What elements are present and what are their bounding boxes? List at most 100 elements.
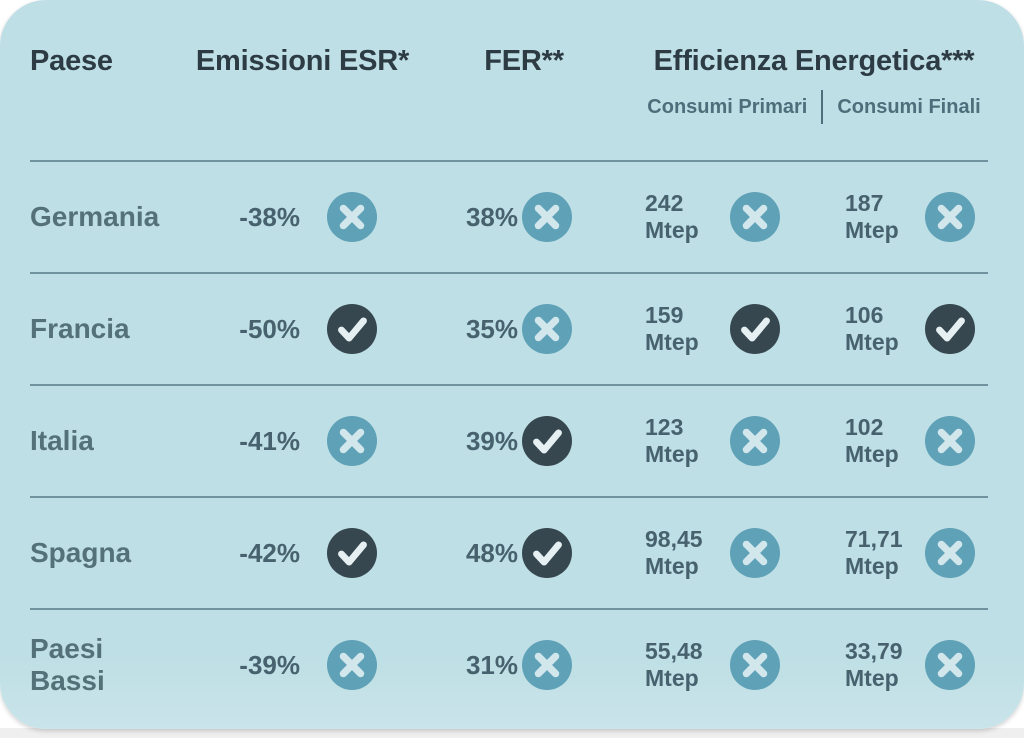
- fer-status: [520, 192, 574, 242]
- fer-value: 39%: [465, 425, 518, 456]
- cross-icon: [327, 640, 377, 690]
- consumi-finali-unit: Mtep: [845, 441, 899, 467]
- consumi-primari-status: [726, 192, 784, 242]
- consumi-primari-status: [726, 416, 784, 466]
- fer-status: [520, 640, 574, 690]
- consumi-finali-unit: Mtep: [845, 329, 899, 355]
- emissioni-status: [310, 528, 394, 578]
- cross-icon: [522, 640, 572, 690]
- fer-value: 31%: [465, 649, 518, 680]
- cross-icon: [327, 192, 377, 242]
- consumi-primari-value: 242 Mtep: [640, 190, 726, 244]
- column-header-fer: FER**: [484, 45, 564, 77]
- fer-value: 35%: [465, 313, 518, 344]
- emissioni-value: -38%: [239, 201, 300, 232]
- consumi-finali-number: 102: [845, 414, 884, 440]
- consumi-finali-status: [924, 304, 976, 354]
- consumi-primari-unit: Mtep: [645, 553, 699, 579]
- consumi-finali-value: 102 Mtep: [840, 414, 924, 468]
- cross-icon: [327, 416, 377, 466]
- consumi-finali-number: 33,79: [845, 638, 903, 664]
- consumi-finali-value: 33,79 Mtep: [840, 638, 924, 692]
- fer-value: 38%: [465, 201, 518, 232]
- page-footer-strip: [0, 728, 1024, 738]
- emissioni-value: -50%: [239, 313, 300, 344]
- check-icon: [522, 416, 572, 466]
- consumi-primari-value: 123 Mtep: [640, 414, 726, 468]
- emissioni-value: -39%: [239, 649, 300, 680]
- consumi-primari-number: 55,48: [645, 638, 703, 664]
- cross-icon: [730, 528, 780, 578]
- country-name: Germania: [30, 201, 160, 232]
- country-name: Francia: [30, 313, 130, 344]
- fer-status: [520, 528, 574, 578]
- emissioni-status: [310, 192, 394, 242]
- cross-icon: [522, 192, 572, 242]
- column-header-emissioni-esr: Emissioni ESR*: [195, 45, 410, 77]
- subheader-row: Consumi Primari Consumi Finali: [633, 90, 995, 124]
- consumi-primari-number: 242: [645, 190, 684, 216]
- consumi-primari-number: 123: [645, 414, 684, 440]
- cross-icon: [730, 192, 780, 242]
- consumi-finali-status: [924, 640, 976, 690]
- consumi-finali-status: [924, 528, 976, 578]
- check-icon: [925, 304, 975, 354]
- consumi-primari-unit: Mtep: [645, 217, 699, 243]
- check-icon: [327, 528, 377, 578]
- country-name: Paesi Bassi: [30, 633, 105, 696]
- consumi-primari-value: 98,45 Mtep: [640, 526, 726, 580]
- subheader-divider: [821, 90, 824, 124]
- consumi-finali-number: 187: [845, 190, 884, 216]
- table-body: Germania -38% 38% 242 Mtep 187 Mtep Fran…: [30, 160, 988, 720]
- emissioni-status: [310, 416, 394, 466]
- consumi-primari-status: [726, 304, 784, 354]
- consumi-primari-number: 98,45: [645, 526, 703, 552]
- consumi-primari-unit: Mtep: [645, 441, 699, 467]
- emissioni-value: -41%: [239, 425, 300, 456]
- consumi-finali-value: 187 Mtep: [840, 190, 924, 244]
- consumi-primari-unit: Mtep: [645, 665, 699, 691]
- consumi-finali-status: [924, 192, 976, 242]
- consumi-finali-status: [924, 416, 976, 466]
- table-row: Paesi Bassi -39% 31% 55,48 Mtep 33,79 Mt…: [30, 608, 988, 720]
- consumi-primari-value: 159 Mtep: [640, 302, 726, 356]
- table-row: Germania -38% 38% 242 Mtep 187 Mtep: [30, 160, 988, 272]
- fer-status: [520, 304, 574, 354]
- consumi-primari-unit: Mtep: [645, 329, 699, 355]
- table-row: Spagna -42% 48% 98,45 Mtep 71,71 Mtep: [30, 496, 988, 608]
- cross-icon: [925, 528, 975, 578]
- consumi-finali-unit: Mtep: [845, 553, 899, 579]
- check-icon: [730, 304, 780, 354]
- cross-icon: [925, 640, 975, 690]
- consumi-finali-value: 71,71 Mtep: [840, 526, 924, 580]
- subcolumn-header-consumi-finali: Consumi Finali: [837, 95, 981, 118]
- cross-icon: [730, 416, 780, 466]
- column-header-paese: Paese: [30, 45, 113, 77]
- consumi-finali-value: 106 Mtep: [840, 302, 924, 356]
- check-icon: [327, 304, 377, 354]
- cross-icon: [925, 416, 975, 466]
- consumi-primari-value: 55,48 Mtep: [640, 638, 726, 692]
- consumi-primari-status: [726, 528, 784, 578]
- table-row: Francia -50% 35% 159 Mtep 106 Mtep: [30, 272, 988, 384]
- consumi-finali-number: 106: [845, 302, 884, 328]
- consumi-primari-status: [726, 640, 784, 690]
- table-row: Italia -41% 39% 123 Mtep 102 Mtep: [30, 384, 988, 496]
- country-name: Italia: [30, 425, 94, 456]
- subcolumn-header-consumi-primari: Consumi Primari: [647, 95, 808, 118]
- consumi-primari-number: 159: [645, 302, 684, 328]
- fer-value: 48%: [465, 537, 518, 568]
- consumi-finali-number: 71,71: [845, 526, 903, 552]
- column-header-efficienza-energetica: Efficienza Energetica***: [653, 45, 975, 77]
- cross-icon: [925, 192, 975, 242]
- check-icon: [522, 528, 572, 578]
- consumi-finali-unit: Mtep: [845, 665, 899, 691]
- emissioni-value: -42%: [239, 537, 300, 568]
- fer-status: [520, 416, 574, 466]
- consumi-finali-unit: Mtep: [845, 217, 899, 243]
- emissioni-status: [310, 640, 394, 690]
- cross-icon: [522, 304, 572, 354]
- country-name: Spagna: [30, 537, 132, 568]
